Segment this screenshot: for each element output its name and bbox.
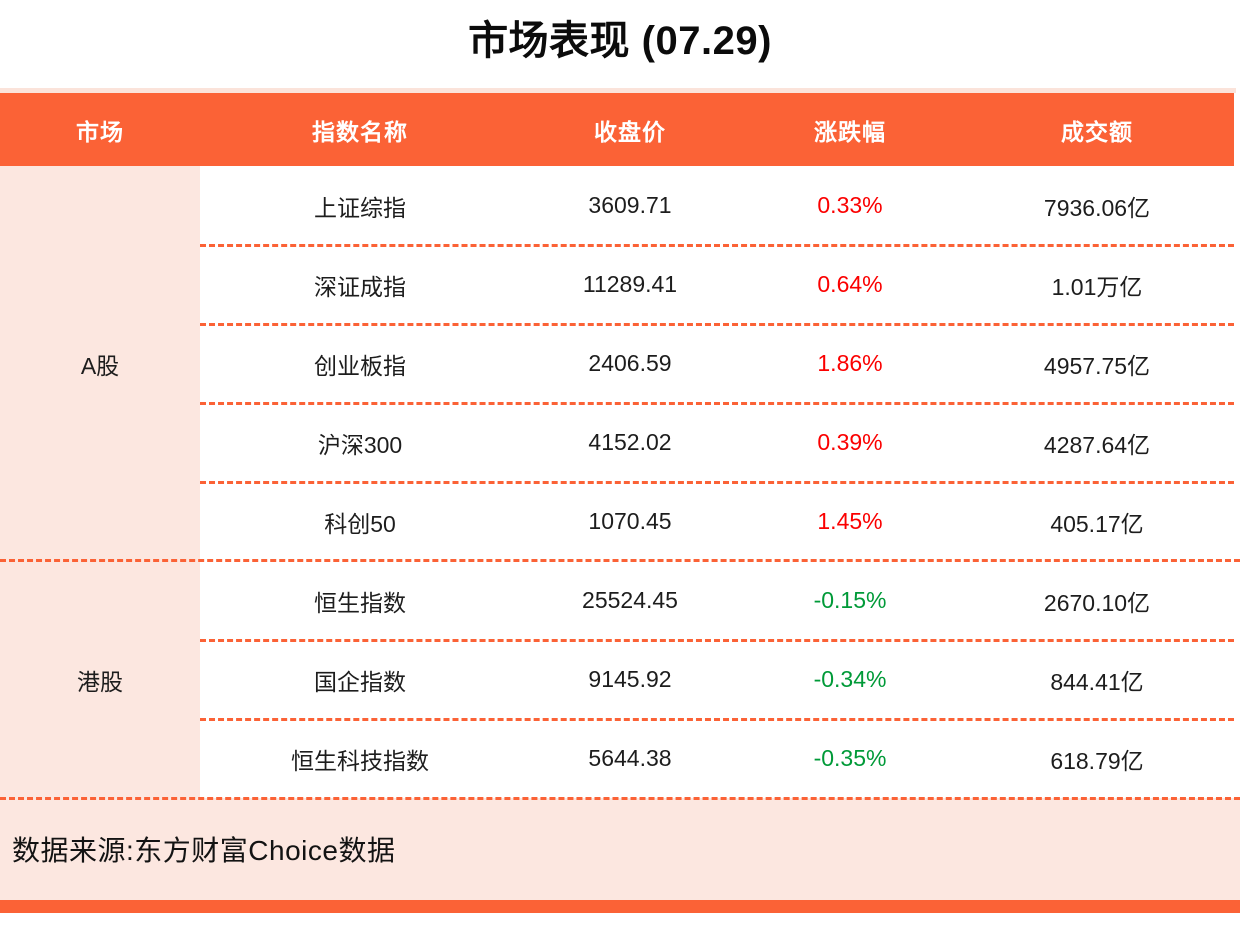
header-top-rule [0, 88, 1236, 93]
change-pct-cell: -0.15% [813, 587, 887, 613]
index-name-cell: 国企指数 [314, 668, 406, 695]
table-row[interactable]: 深证成指 11289.41 0.64% 1.01万亿 [200, 244, 1240, 324]
index-name-cell: 科创50 [324, 510, 396, 537]
index-name-cell: 深证成指 [314, 273, 406, 300]
market-group-label: 港股 [0, 561, 200, 798]
index-name-cell: 恒生科技指数 [291, 747, 429, 774]
market-group-label: A股 [0, 166, 200, 561]
index-name-cell: 创业板指 [314, 352, 406, 379]
title-bar: 市场表现 (07.29) [0, 0, 1240, 88]
table-row[interactable]: 沪深300 4152.02 0.39% 4287.64亿 [200, 402, 1240, 482]
index-name-cell: 恒生指数 [314, 589, 406, 616]
table-row[interactable]: 科创50 1070.45 1.45% 405.17亿 [200, 481, 1240, 561]
column-header-change-pct: 涨跌幅 [814, 118, 886, 145]
close-price-cell: 1070.45 [588, 508, 672, 534]
index-name-cell: 沪深300 [317, 431, 403, 458]
close-price-cell: 11289.41 [582, 271, 678, 297]
close-price-cell: 2406.59 [588, 350, 672, 376]
turnover-cell: 4287.64亿 [1043, 431, 1151, 458]
table-group-rows: 恒生指数 25524.45 -0.15% 2670.10亿国企指数 9145.92 -0.… [200, 561, 1240, 798]
column-header-close-price: 收盘价 [594, 118, 666, 145]
turnover-cell: 844.41亿 [1050, 668, 1144, 695]
close-price-cell: 25524.45 [582, 587, 678, 613]
table-row[interactable]: 创业板指 2406.59 1.86% 4957.75亿 [200, 323, 1240, 403]
data-source-label: 数据来源:东方财富Choice数据 [12, 835, 396, 866]
turnover-cell: 405.17亿 [1050, 510, 1144, 537]
footer: 数据来源:东方财富Choice数据 [0, 797, 1240, 900]
close-price-cell: 9145.92 [588, 666, 672, 692]
table-body: A股 上证综指 3609.71 0.33% 7936.06亿深证成指 11289.41 0.… [0, 166, 1240, 798]
index-name-cell: 上证综指 [314, 194, 406, 221]
close-price-cell: 5644.38 [588, 745, 672, 771]
table-group: 港股 恒生指数 25524.45 -0.15% 2670.10亿国企指数 9145.92 -… [0, 559, 1240, 798]
change-pct-cell: 0.64% [817, 271, 883, 297]
change-pct-cell: -0.34% [813, 666, 887, 692]
table-row[interactable]: 国企指数 9145.92 -0.34% 844.41亿 [200, 639, 1240, 719]
column-header-market: 市场 [76, 118, 124, 145]
turnover-cell: 4957.75亿 [1043, 352, 1151, 379]
close-price-cell: 4152.02 [588, 429, 672, 455]
turnover-cell: 2670.10亿 [1043, 589, 1151, 616]
table-row[interactable]: 上证综指 3609.71 0.33% 7936.06亿 [200, 166, 1240, 245]
table-header-row: 市场 指数名称 收盘价 涨跌幅 成交额 [0, 93, 1234, 166]
table-row[interactable]: 恒生科技指数 5644.38 -0.35% 618.79亿 [200, 718, 1240, 798]
turnover-cell: 7936.06亿 [1043, 194, 1151, 221]
change-pct-cell: 0.33% [817, 192, 883, 218]
column-header-index-name: 指数名称 [312, 118, 408, 145]
close-price-cell: 3609.71 [588, 192, 672, 218]
table-group: A股 上证综指 3609.71 0.33% 7936.06亿深证成指 11289.41 0.… [0, 166, 1240, 561]
change-pct-cell: 0.39% [817, 429, 883, 455]
column-header-turnover: 成交额 [1061, 118, 1133, 145]
turnover-cell: 1.01万亿 [1051, 273, 1143, 300]
change-pct-cell: 1.45% [817, 508, 883, 534]
table-row[interactable]: 恒生指数 25524.45 -0.15% 2670.10亿 [200, 561, 1240, 640]
change-pct-cell: -0.35% [813, 745, 887, 771]
page-title: 市场表现 (07.29) [468, 19, 772, 63]
table-group-rows: 上证综指 3609.71 0.33% 7936.06亿深证成指 11289.41 0.64… [200, 166, 1240, 561]
change-pct-cell: 1.86% [817, 350, 883, 376]
bottom-accent-bar [0, 899, 1240, 913]
turnover-cell: 618.79亿 [1050, 747, 1144, 774]
